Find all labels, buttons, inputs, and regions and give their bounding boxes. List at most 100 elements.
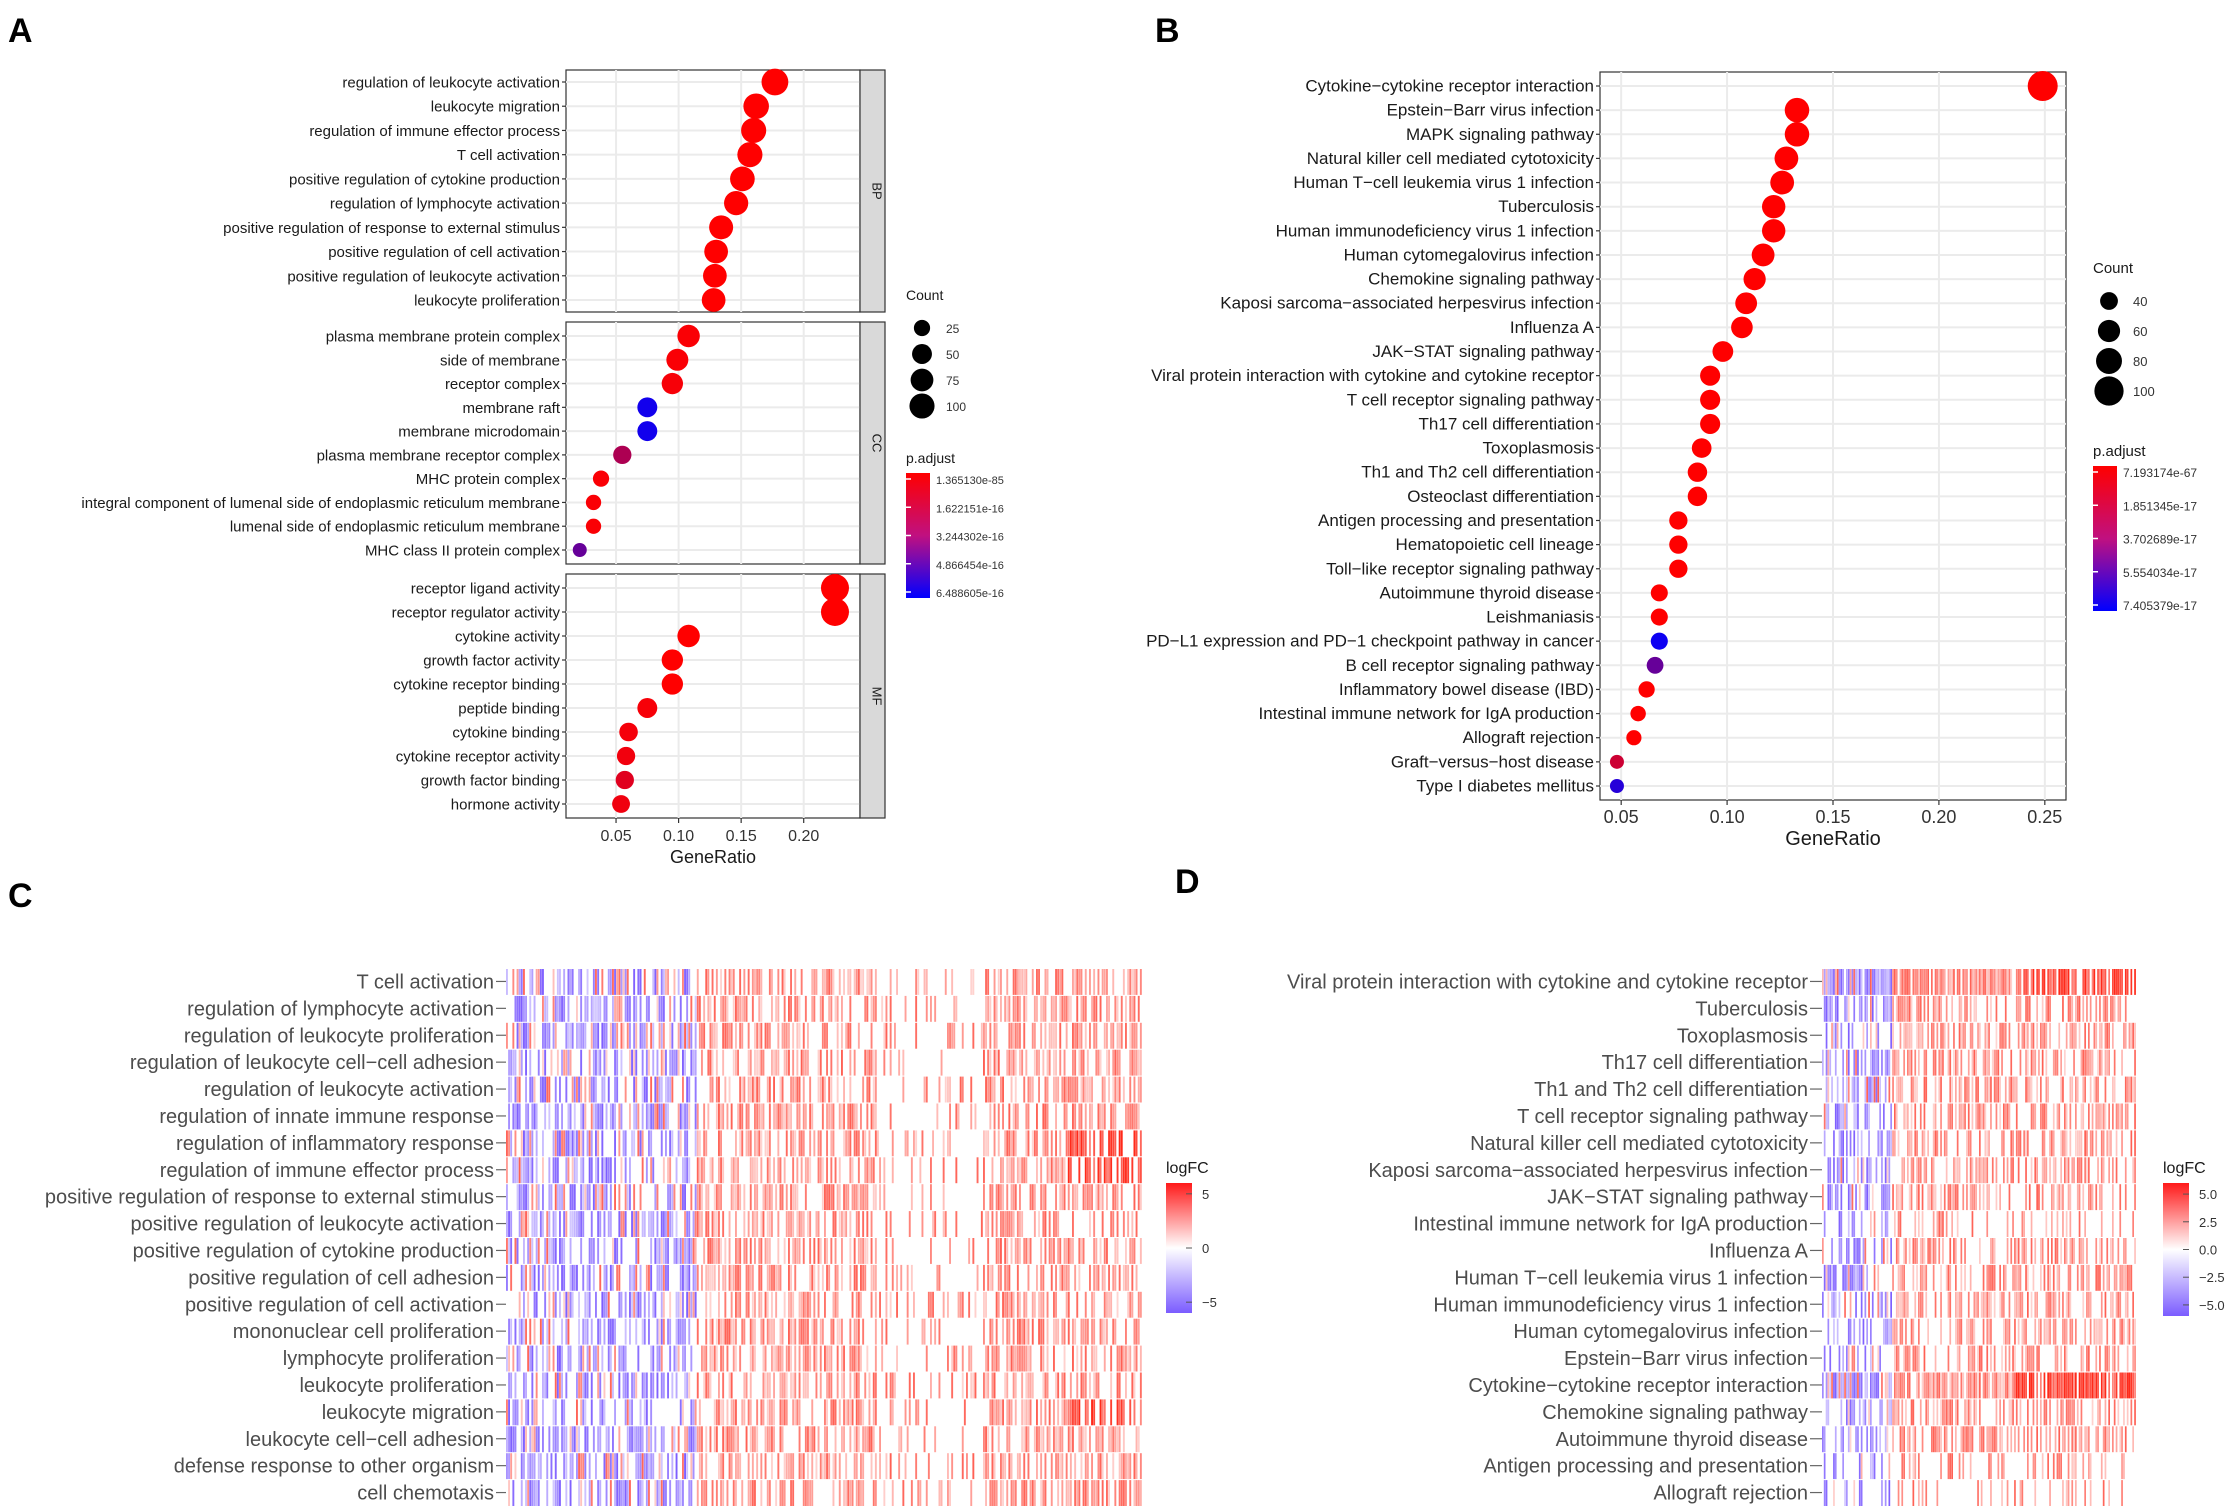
heatmap-cell <box>656 1211 659 1237</box>
heatmap-cell <box>883 1049 886 1076</box>
heatmap-cell <box>735 1184 737 1211</box>
heatmap-cell <box>743 1318 746 1345</box>
heatmap-cell <box>1131 1372 1134 1399</box>
heatmap-cell <box>785 1453 788 1480</box>
heatmap-cell <box>622 1130 625 1157</box>
heatmap-cell <box>730 1399 733 1426</box>
heatmap-cell <box>2099 969 2101 995</box>
heatmap-cell <box>2067 995 2070 1022</box>
heatmap-cell <box>527 1291 530 1318</box>
heatmap-cell <box>1139 1022 1142 1049</box>
heatmap-cell <box>573 1264 576 1291</box>
heatmap-cell <box>599 995 602 1022</box>
heatmap-cell <box>758 1103 761 1130</box>
heatmap-cell <box>2030 1022 2033 1049</box>
heatmap-row-label: Th1 and Th2 cell differentiation <box>1534 1079 1808 1101</box>
heatmap-cell <box>1964 1076 1966 1103</box>
heatmap-cell <box>720 1399 722 1426</box>
heatmap-cell <box>2071 1022 2074 1049</box>
heatmap-cell <box>531 1130 534 1157</box>
heatmap-cell <box>1868 1076 1870 1103</box>
heatmap-cell <box>650 1238 653 1264</box>
heatmap-cell <box>853 1184 856 1211</box>
heatmap-cell <box>724 1426 727 1453</box>
heatmap-cell <box>527 1399 530 1426</box>
heatmap-cell <box>726 1318 729 1345</box>
heatmap-cell <box>898 1049 901 1076</box>
heatmap-cell <box>1847 1318 1850 1345</box>
heatmap-cell <box>531 1238 534 1264</box>
heatmap-cell <box>527 1184 530 1211</box>
heatmap-cell <box>754 1291 756 1318</box>
heatmap-cell <box>904 995 907 1022</box>
term-label: cytokine receptor activity <box>396 749 561 766</box>
heatmap-cell <box>2041 969 2044 995</box>
heatmap-cell <box>949 1130 951 1157</box>
heatmap-cell <box>2043 1264 2046 1291</box>
heatmap-cell <box>843 1130 845 1157</box>
heatmap-cell <box>2028 1076 2031 1103</box>
heatmap-cell <box>525 1264 527 1291</box>
heatmap-cell <box>1951 969 1953 995</box>
term-label: peptide binding <box>458 701 560 718</box>
heatmap-cell <box>904 1130 907 1157</box>
heatmap-cell <box>1967 1130 1970 1157</box>
heatmap-cell <box>741 1399 744 1426</box>
heatmap-cell <box>2097 1264 2099 1291</box>
heatmap-cell <box>531 1211 534 1237</box>
heatmap-cell <box>857 1130 860 1157</box>
heatmap-cell <box>1938 1238 1941 1264</box>
heatmap-cell <box>709 1264 712 1291</box>
heatmap-cell <box>883 1157 886 1184</box>
heatmap-cell <box>2030 1157 2033 1184</box>
heatmap-cell <box>1918 1291 1920 1318</box>
heatmap-cell <box>1014 1399 1017 1426</box>
heatmap-cell <box>648 1480 650 1506</box>
heatmap-cell <box>2017 1372 2020 1399</box>
heatmap-cell <box>1131 1291 1134 1318</box>
heatmap-cell <box>1091 1184 1093 1211</box>
heatmap-cell <box>1840 1211 1843 1237</box>
heatmap-cell <box>2082 1264 2085 1291</box>
heatmap-cell <box>556 1184 559 1211</box>
heatmap-cell <box>1986 1076 1989 1103</box>
heatmap-cell <box>874 1103 877 1130</box>
heatmap-cell <box>2084 1372 2086 1399</box>
heatmap-cell <box>1139 1291 1142 1318</box>
heatmap-cell <box>679 1103 682 1130</box>
heatmap-cell <box>614 1130 616 1157</box>
heatmap-cell <box>1023 995 1026 1022</box>
heatmap-cell <box>775 1291 778 1318</box>
heatmap-cell <box>2065 969 2068 995</box>
heatmap-cell <box>677 1345 680 1372</box>
heatmap-cell <box>637 1291 640 1318</box>
heatmap-cell <box>686 1264 689 1291</box>
heatmap-cell <box>838 969 841 995</box>
heatmap-cell <box>1870 1318 1872 1345</box>
heatmap-cell <box>578 1426 580 1453</box>
heatmap-cell <box>671 1022 674 1049</box>
heatmap-cell <box>957 1103 960 1130</box>
heatmap-cell <box>1010 1345 1013 1372</box>
heatmap-cell <box>1076 1372 1079 1399</box>
heatmap-cell <box>531 1103 534 1130</box>
heatmap-cell <box>2097 1399 2099 1426</box>
heatmap-cell <box>1046 1130 1049 1157</box>
heatmap-cell <box>1857 1345 1859 1372</box>
heatmap-cell <box>582 1399 585 1426</box>
heatmap-cell <box>834 1264 837 1291</box>
heatmap-cell <box>1962 1103 1965 1130</box>
heatmap-cell <box>760 1022 763 1049</box>
heatmap-cell <box>754 1318 756 1345</box>
heatmap-cell <box>1063 1238 1066 1264</box>
heatmap-cell <box>1955 1399 1957 1426</box>
heatmap-cell <box>514 995 517 1022</box>
heatmap-cell <box>599 1184 602 1211</box>
heatmap-cell <box>2006 1318 2009 1345</box>
heatmap-cell <box>1990 1291 1992 1318</box>
heatmap-cell <box>535 1345 538 1372</box>
heatmap-cell <box>667 1211 669 1237</box>
heatmap-cell <box>1065 1130 1068 1157</box>
heatmap-cell <box>612 1372 614 1399</box>
heatmap-cell <box>1934 1049 1937 1076</box>
